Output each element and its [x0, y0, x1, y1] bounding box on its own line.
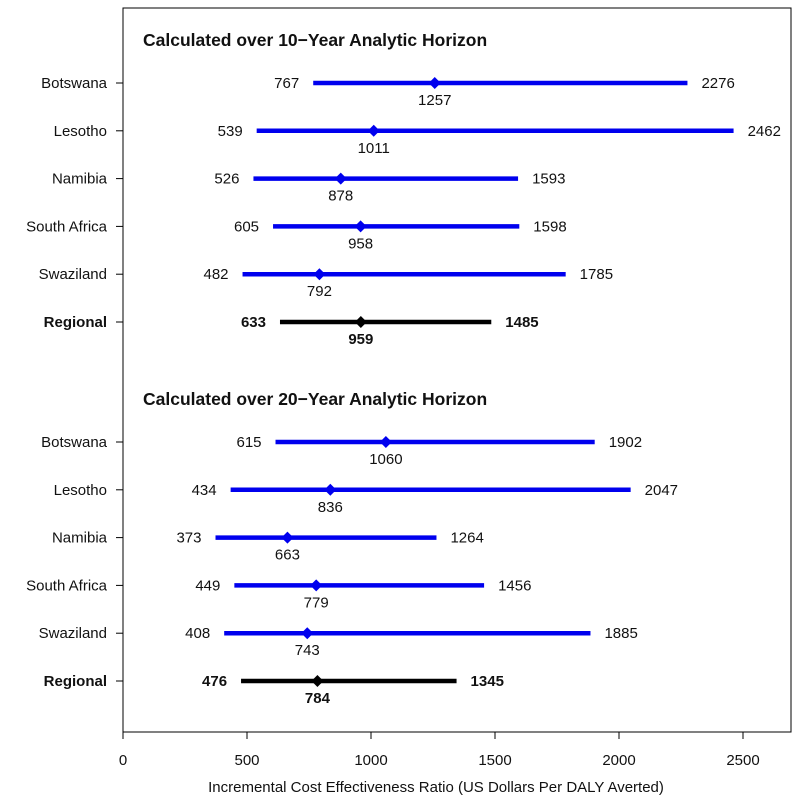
x-axis: 0 500 1000 1500 2000 2500: [119, 731, 760, 769]
panel-2: Calculated over 20−Year Analytic Horizon…: [26, 389, 678, 707]
row-label: Botswana: [41, 75, 108, 92]
low-value-label: 633: [241, 314, 266, 331]
country-row: Namibia 526 1593 878: [52, 171, 565, 205]
country-row: Swaziland 408 1885 743: [39, 625, 638, 659]
plot-frame: [122, 7, 792, 733]
x-tick-label: 1500: [478, 752, 511, 769]
row-label: Swaziland: [39, 266, 107, 283]
x-axis-label: Incremental Cost Effectiveness Ratio (US…: [208, 779, 664, 796]
country-row: Lesotho 539 2462 1011: [54, 123, 781, 157]
country-row: South Africa 605 1598 958: [26, 218, 567, 252]
panel-1: Calculated over 10−Year Analytic Horizon…: [26, 30, 781, 348]
panels: Calculated over 10−Year Analytic Horizon…: [26, 30, 781, 707]
row-label: Namibia: [52, 530, 108, 547]
point-estimate-marker: [313, 268, 326, 281]
high-value-label: 2276: [701, 75, 734, 92]
country-row: Botswana 767 2276 1257: [41, 75, 735, 109]
low-value-label: 482: [204, 266, 229, 283]
country-row: South Africa 449 1456 779: [26, 577, 531, 611]
low-value-label: 408: [185, 625, 210, 642]
row-label: Lesotho: [54, 123, 107, 140]
row-label: Swaziland: [39, 625, 107, 642]
row-label: Regional: [44, 314, 107, 331]
panel-title: Calculated over 20−Year Analytic Horizon: [143, 389, 487, 409]
high-value-label: 1345: [471, 673, 504, 690]
x-tick-label: 2000: [602, 752, 635, 769]
point-value-label: 743: [295, 642, 320, 659]
point-estimate-marker: [324, 483, 337, 496]
point-value-label: 784: [305, 690, 331, 707]
point-value-label: 836: [318, 499, 343, 516]
point-estimate-marker: [354, 220, 367, 233]
panel-title: Calculated over 10−Year Analytic Horizon: [143, 30, 487, 50]
row-label: South Africa: [26, 218, 108, 235]
point-estimate-marker: [311, 675, 324, 687]
point-estimate-marker: [428, 77, 441, 89]
point-estimate-marker: [367, 124, 380, 137]
country-row: Swaziland 482 1785 792: [39, 266, 613, 300]
low-value-label: 526: [214, 171, 239, 188]
high-value-label: 2047: [645, 482, 678, 499]
point-value-label: 958: [348, 235, 373, 252]
point-estimate-marker: [354, 316, 367, 328]
point-value-label: 1257: [418, 92, 451, 109]
low-value-label: 615: [236, 434, 261, 451]
row-label: Botswana: [41, 434, 108, 451]
point-estimate-marker: [281, 531, 294, 544]
x-tick-label: 500: [234, 752, 259, 769]
x-tick-label: 2500: [726, 752, 759, 769]
high-value-label: 1593: [532, 171, 565, 188]
row-label: Namibia: [52, 171, 108, 188]
x-tick-label: 1000: [354, 752, 387, 769]
low-value-label: 434: [192, 482, 217, 499]
point-value-label: 959: [348, 331, 373, 348]
point-estimate-marker: [334, 172, 347, 185]
row-label: Lesotho: [54, 482, 107, 499]
low-value-label: 476: [202, 673, 227, 690]
high-value-label: 1785: [580, 266, 613, 283]
high-value-label: 1902: [609, 434, 642, 451]
point-value-label: 792: [307, 283, 332, 300]
high-value-label: 1264: [450, 530, 483, 547]
low-value-label: 767: [274, 75, 299, 92]
high-value-label: 1456: [498, 577, 531, 594]
point-estimate-marker: [379, 436, 392, 448]
high-value-label: 1598: [533, 218, 566, 235]
low-value-label: 605: [234, 218, 259, 235]
regional-row: Regional 633 1485 959: [44, 314, 539, 348]
regional-row: Regional 476 1345 784: [44, 673, 504, 707]
point-value-label: 1011: [358, 140, 390, 157]
low-value-label: 449: [195, 577, 220, 594]
x-tick-label: 0: [119, 752, 127, 769]
country-row: Botswana 615 1902 1060: [41, 434, 642, 468]
country-row: Namibia 373 1264 663: [52, 530, 484, 564]
point-value-label: 663: [275, 547, 300, 564]
point-value-label: 779: [304, 594, 329, 611]
high-value-label: 2462: [748, 123, 781, 140]
point-estimate-marker: [301, 627, 314, 640]
low-value-label: 373: [176, 530, 201, 547]
low-value-label: 539: [218, 123, 243, 140]
country-row: Lesotho 434 2047 836: [54, 482, 678, 516]
point-value-label: 1060: [369, 451, 402, 468]
point-estimate-marker: [310, 579, 323, 592]
row-label: South Africa: [26, 577, 108, 594]
high-value-label: 1885: [604, 625, 637, 642]
row-label: Regional: [44, 673, 107, 690]
high-value-label: 1485: [505, 314, 538, 331]
point-value-label: 878: [328, 188, 353, 205]
